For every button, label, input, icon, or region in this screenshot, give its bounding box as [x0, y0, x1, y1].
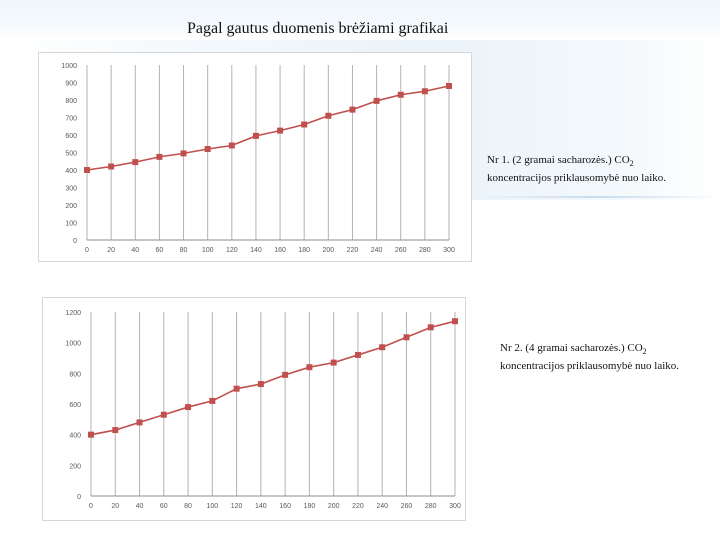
chart-1-caption: Nr 1. (2 gramai sacharozės.) CO2 koncent…	[487, 153, 712, 185]
chart-1-y-tick-label: 900	[65, 81, 77, 88]
caption-1-rest: koncentracijos priklausomybė nuo laiko.	[487, 172, 667, 185]
chart-1-y-tick-label: 1000	[61, 63, 77, 70]
chart-2-data-point	[112, 427, 119, 434]
chart-1-series-line	[86, 85, 450, 171]
chart-1-data-point	[156, 153, 163, 160]
chart-2-data-point	[282, 371, 289, 378]
chart-2-series-line	[90, 320, 456, 436]
caption-1-subscript: 2	[629, 159, 634, 169]
chart-1-y-tick-label: 700	[65, 116, 77, 123]
chart-2-x-tick-label: 140	[255, 503, 267, 510]
chart-2-x-tick-label: 280	[425, 503, 437, 510]
chart-2-data-point	[306, 364, 313, 371]
chart-1-y-tick-label: 0	[73, 238, 77, 245]
chart-2-y-tick-label: 1000	[65, 341, 81, 348]
chart-1-data-point	[421, 88, 428, 95]
chart-2-data-point	[185, 404, 192, 411]
chart-1-data-point	[204, 146, 211, 152]
chart-1-data-point	[397, 91, 404, 98]
chart-1-x-tick-label: 220	[347, 247, 359, 254]
chart-2-data-point	[379, 344, 386, 351]
chart-2-y-tick-label: 0	[77, 494, 81, 501]
chart-2-data-point	[233, 385, 240, 392]
chart-2-x-tick-label: 200	[328, 503, 340, 510]
chart-1-data-point	[228, 142, 235, 149]
chart-1-data-point	[446, 83, 452, 89]
chart-1-data-point	[325, 112, 332, 119]
chart-1-y-tick-label: 300	[65, 186, 77, 193]
caption-2-subscript: 2	[642, 347, 647, 357]
chart-1-x-tick-label: 100	[202, 247, 214, 254]
chart-2-x-tick-label: 40	[136, 503, 144, 510]
chart-2-x-tick-label: 20	[111, 503, 119, 510]
chart-1-data-point	[180, 150, 187, 157]
co2-chart-1: 0 100 200 300 400 500 600 700 800 900 1000 0 20 40 60 8…	[38, 52, 472, 262]
chart-2-data-point	[160, 411, 167, 418]
chart-2-x-tick-label: 0	[89, 503, 93, 510]
chart-1-data-point	[252, 132, 259, 139]
chart-2-x-tick-label: 120	[231, 503, 243, 510]
chart-1-data-point	[108, 163, 115, 170]
chart-2-caption: Nr 2. (4 gramai sacharozės.) CO2 koncent…	[500, 341, 715, 373]
caption-1-main: Nr 1. (2 gramai sacharozės.) CO	[487, 154, 630, 166]
chart-1-x-tick-label: 280	[419, 247, 431, 254]
chart-2-y-tick-label: 400	[69, 433, 81, 440]
chart-2-y-tick-label: 1200	[65, 310, 81, 317]
chart-1-data-point	[84, 167, 90, 173]
chart-2-data-point	[330, 359, 337, 366]
chart-1-x-tick-label: 0	[85, 247, 89, 254]
chart-2-data-point	[257, 381, 264, 388]
chart-2-data-point	[209, 397, 216, 404]
chart-2-data-point	[354, 351, 361, 358]
chart-1-y-tick-label: 500	[65, 151, 77, 158]
chart-2-canvas: 0 200 400 600 800 1000 1200 0 20 40 60 80 100 120 140 1…	[65, 310, 461, 510]
chart-1-x-tick-label: 200	[322, 247, 334, 254]
slide-title: Pagal gautus duomenis brėžiami grafikai	[187, 20, 449, 37]
chart-1-data-point	[373, 97, 380, 104]
chart-1-x-tick-label: 40	[131, 247, 139, 254]
chart-1-data-point	[277, 127, 284, 134]
chart-1-data-point	[349, 106, 356, 113]
chart-2-x-tick-label: 80	[184, 503, 192, 510]
chart-2-data-point	[136, 419, 143, 426]
chart-2-x-tick-label: 220	[352, 503, 364, 510]
chart-2-data-point	[452, 318, 458, 325]
chart-2-y-tick-label: 600	[69, 402, 81, 409]
chart-2-data-point	[427, 324, 434, 331]
chart-2-x-tick-label: 100	[206, 503, 218, 510]
chart-1-y-tick-label: 600	[65, 133, 77, 140]
chart-1-x-tick-label: 300	[443, 247, 455, 254]
chart-1-y-tick-label: 400	[65, 168, 77, 175]
chart-2-data-point	[88, 431, 94, 438]
chart-1-x-tick-label: 140	[250, 247, 262, 254]
chart-1-x-tick-label: 260	[395, 247, 407, 254]
chart-1-x-tick-label: 80	[180, 247, 188, 254]
chart-2-x-tick-label: 240	[376, 503, 388, 510]
chart-1-x-tick-label: 240	[371, 247, 383, 254]
header-background	[0, 0, 720, 40]
chart-1-y-tick-label: 800	[65, 98, 77, 105]
chart-1-x-tick-label: 60	[156, 247, 164, 254]
chart-1-canvas: 0 100 200 300 400 500 600 700 800 900 1000 0 20 40 60 8…	[61, 63, 455, 254]
chart-1-data-point	[301, 121, 308, 128]
chart-1-x-tick-label: 160	[274, 247, 286, 254]
chart-1-data-point	[132, 159, 139, 166]
chart-2-x-tick-label: 180	[304, 503, 316, 510]
chart-1-x-tick-label: 120	[226, 247, 238, 254]
chart-2-data-point	[403, 334, 410, 341]
caption-2-rest: koncentracijos priklausomybė nuo laiko.	[500, 360, 680, 373]
chart-1-y-tick-label: 100	[65, 221, 77, 228]
chart-1-x-tick-label: 20	[107, 247, 115, 254]
decorative-line	[470, 196, 720, 198]
chart-2-x-tick-label: 300	[449, 503, 461, 510]
chart-1-x-tick-label: 180	[298, 247, 310, 254]
chart-1-y-tick-label: 200	[65, 203, 77, 210]
chart-2-x-tick-label: 260	[401, 503, 413, 510]
caption-2-main: Nr 2. (4 gramai sacharozės.) CO	[500, 342, 643, 354]
co2-chart-2: 0 200 400 600 800 1000 1200 0 20 40 60 80 100 120 140 1…	[42, 297, 466, 521]
chart-2-x-tick-label: 60	[160, 503, 168, 510]
chart-2-y-tick-label: 800	[69, 371, 81, 378]
chart-2-x-tick-label: 160	[279, 503, 291, 510]
chart-2-y-tick-label: 200	[69, 463, 81, 470]
